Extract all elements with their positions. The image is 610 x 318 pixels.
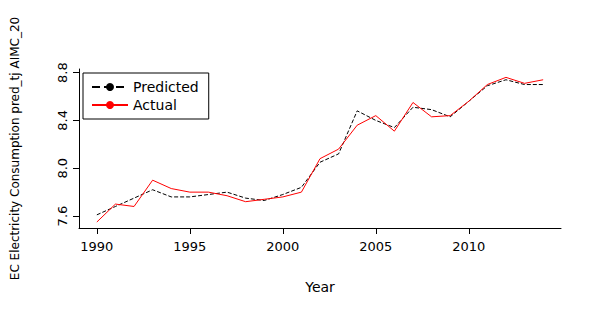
svg-text:Actual: Actual bbox=[133, 97, 177, 113]
svg-text:Year: Year bbox=[304, 279, 335, 295]
svg-text:1995: 1995 bbox=[173, 239, 206, 254]
svg-text:2010: 2010 bbox=[452, 239, 485, 254]
svg-text:Predicted: Predicted bbox=[133, 79, 199, 95]
svg-text:2000: 2000 bbox=[266, 239, 299, 254]
svg-text:1990: 1990 bbox=[80, 239, 113, 254]
svg-text:2005: 2005 bbox=[359, 239, 392, 254]
svg-text:8.8: 8.8 bbox=[55, 62, 70, 83]
svg-text:8.0: 8.0 bbox=[55, 158, 70, 179]
svg-text:7.6: 7.6 bbox=[55, 206, 70, 227]
svg-text:EC Electricity Consumption pre: EC Electricity Consumption pred_tj AIMC_… bbox=[8, 17, 22, 280]
svg-text:8.4: 8.4 bbox=[55, 110, 70, 131]
